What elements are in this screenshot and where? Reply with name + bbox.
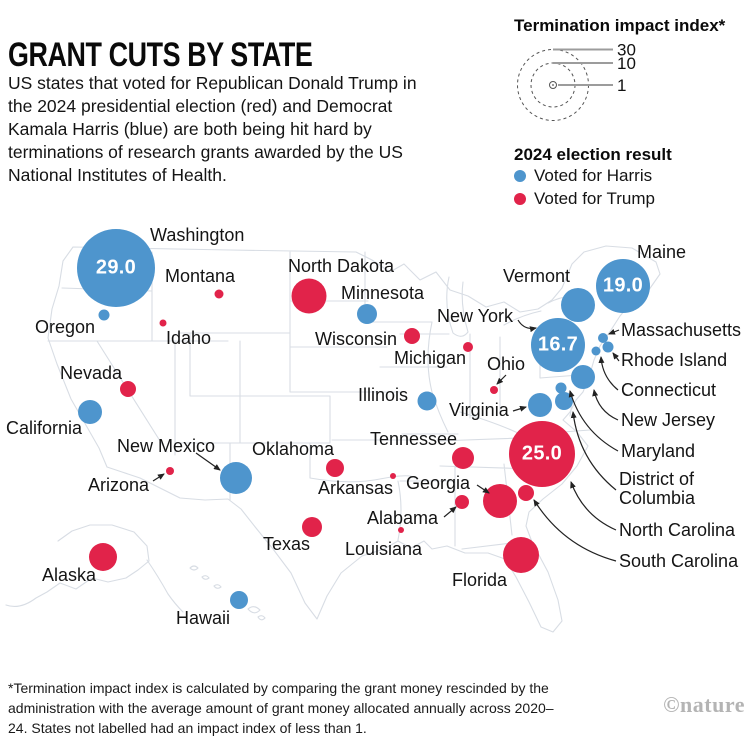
bubble-virginia — [528, 393, 552, 417]
size-legend-tick-label: 30 — [617, 41, 636, 60]
arrow-rhode-island — [612, 352, 620, 362]
arrow-new-mexico — [195, 452, 221, 471]
bubble-washington — [77, 229, 155, 307]
arrow-new-jersey — [592, 389, 619, 421]
arrow-alabama — [443, 506, 457, 518]
harris-dot-icon — [514, 170, 526, 182]
page-title: GRANT CUTS BY STATE — [8, 35, 313, 74]
bubble-oregon — [98, 309, 110, 321]
size-legend-tick-label: 10 — [617, 54, 636, 73]
bubble-new-mexico — [220, 462, 252, 494]
arrow-virginia — [512, 405, 527, 412]
bubble-michigan — [463, 342, 473, 352]
bubble-alaska — [89, 543, 117, 571]
arrow-south-carolina — [533, 499, 617, 562]
arrow-north-carolina — [570, 481, 617, 531]
lower48-outline — [47, 245, 661, 633]
nature-credit: ©nature — [663, 692, 745, 717]
arrow-maryland — [568, 390, 619, 452]
arrow-massachusetts — [608, 328, 620, 335]
leader-arrows — [152, 319, 620, 562]
bubble-tennessee — [452, 447, 474, 469]
color-legend-title: 2024 election result — [514, 145, 672, 164]
legend-item-trump: Voted for Trump — [514, 189, 655, 209]
arrow-arizona — [152, 473, 165, 482]
bubble-vermont — [561, 288, 595, 322]
legend-label-trump: Voted for Trump — [534, 189, 655, 208]
bubble-district-of-columbia — [555, 392, 573, 410]
size-legend-circle-1 — [549, 81, 557, 89]
bubble-montana — [214, 289, 224, 299]
bubble-florida — [503, 537, 539, 573]
arrow-connecticut — [598, 356, 619, 391]
bubble-idaho — [159, 319, 167, 327]
bubble-massachusetts — [598, 333, 608, 343]
bubble-rhode-island — [602, 341, 614, 353]
us-map-outline — [5, 245, 661, 633]
bubble-illinois — [417, 391, 437, 411]
arrow-ohio — [496, 374, 507, 385]
footnote: *Termination impact index is calculated … — [8, 680, 554, 736]
bubble-california — [78, 400, 102, 424]
bubble-ohio — [490, 386, 498, 394]
bubble-new-york — [531, 318, 585, 372]
bubble-layer — [77, 229, 650, 609]
bubble-wisconsin — [404, 328, 420, 344]
bubble-minnesota — [357, 304, 377, 324]
size-legend-title: Termination impact index* — [514, 16, 726, 35]
bubble-maryland — [555, 382, 567, 394]
bubble-texas — [302, 517, 322, 537]
arrow-new-york — [517, 319, 537, 333]
bubble-georgia — [483, 484, 517, 518]
trump-dot-icon — [514, 193, 526, 205]
bubble-louisiana — [398, 527, 404, 533]
bubble-oklahoma — [326, 459, 344, 477]
size-legend-tick-label: 1 — [617, 76, 626, 95]
bubble-alabama — [455, 495, 469, 509]
bubble-hawaii — [230, 591, 248, 609]
legend-item-harris: Voted for Harris — [514, 166, 652, 186]
bubble-arizona — [166, 467, 174, 475]
bubble-new-jersey — [571, 365, 595, 389]
bubble-connecticut — [591, 346, 601, 356]
bubble-north-dakota — [291, 278, 327, 314]
bubble-nevada — [120, 381, 136, 397]
subtitle: US states that voted for Republican Dona… — [8, 72, 417, 185]
bubble-maine — [596, 259, 650, 313]
alaska-hawaii-outline — [5, 524, 266, 621]
legend-label-harris: Voted for Harris — [534, 166, 653, 185]
bubble-south-carolina — [518, 485, 534, 501]
bubble-arkansas — [390, 473, 396, 479]
bubble-north-carolina — [509, 421, 575, 487]
arrow-georgia — [476, 484, 490, 494]
arrow-district-of-columbia — [570, 411, 617, 491]
